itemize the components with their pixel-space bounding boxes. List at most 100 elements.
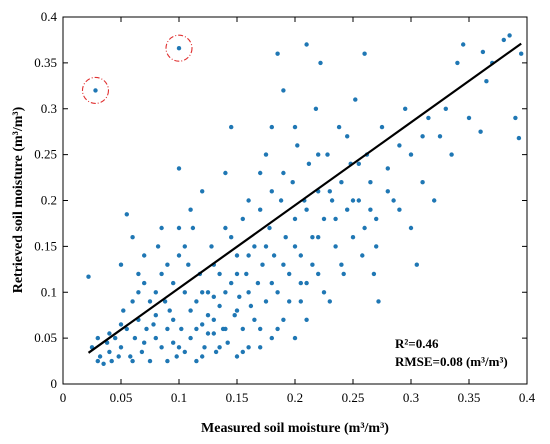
data-point (258, 345, 263, 350)
data-point (362, 51, 367, 56)
data-point (246, 253, 251, 258)
y-tick-label: 0.15 (34, 238, 57, 253)
data-point (229, 280, 234, 286)
data-point (321, 290, 327, 295)
data-point (176, 166, 182, 171)
data-point (449, 152, 454, 157)
data-point (165, 326, 170, 332)
data-point (139, 349, 145, 355)
x-tick-label: 0.15 (226, 390, 249, 405)
data-point (403, 106, 408, 112)
data-point (281, 170, 286, 176)
data-point (246, 198, 251, 203)
outlier-highlight-circle (81, 76, 110, 104)
data-point (200, 290, 205, 295)
data-point (269, 189, 274, 194)
data-point (316, 152, 321, 157)
data-point (478, 129, 483, 134)
fit-line-group (87, 42, 522, 354)
data-points (86, 33, 524, 366)
y-tick-label: 0 (51, 376, 58, 391)
data-point (240, 216, 245, 222)
data-point (124, 326, 129, 332)
data-point (194, 358, 199, 364)
data-point (144, 326, 149, 332)
data-point (443, 106, 448, 112)
y-tick-label: 0.4 (41, 9, 58, 24)
data-point (313, 106, 319, 112)
data-point (128, 354, 133, 359)
data-point (258, 326, 263, 332)
data-point (371, 271, 377, 277)
data-point (159, 225, 164, 231)
data-point (223, 170, 228, 176)
data-point (374, 244, 379, 249)
data-point (341, 271, 346, 277)
data-point (420, 180, 425, 185)
data-point (306, 161, 312, 166)
data-point (258, 207, 263, 212)
data-point (516, 135, 522, 141)
data-point (186, 262, 191, 267)
data-point (339, 180, 344, 185)
data-point (275, 290, 280, 295)
y-tick-label: 0.05 (34, 330, 57, 345)
data-point (151, 322, 156, 327)
data-point (234, 354, 240, 359)
y-axis-label: Retrieved soil moisture (m³/m³) (11, 106, 26, 293)
data-point (109, 358, 114, 364)
data-point (292, 335, 298, 341)
data-point (188, 308, 193, 313)
data-point (205, 331, 211, 336)
data-point (118, 322, 124, 327)
data-point (101, 361, 106, 366)
x-tick-label: 0.4 (519, 390, 536, 405)
data-point (225, 340, 230, 345)
outlier-highlight-circle (165, 34, 193, 62)
data-point (142, 280, 147, 286)
data-point (281, 88, 286, 93)
data-point (329, 198, 335, 203)
data-point (246, 345, 251, 350)
data-point (229, 124, 234, 130)
data-point (182, 349, 187, 355)
data-point (252, 244, 257, 249)
data-point (362, 225, 367, 231)
plot-frame (62, 16, 528, 385)
data-point (153, 290, 158, 295)
data-point (461, 42, 466, 47)
data-point (211, 294, 216, 299)
data-point (339, 262, 344, 267)
data-point (86, 274, 91, 279)
data-point (190, 225, 196, 231)
data-point (223, 225, 228, 231)
y-tick-label: 0.35 (34, 55, 57, 70)
data-point (281, 317, 286, 322)
data-point (232, 313, 237, 318)
data-point (519, 51, 524, 56)
data-point (121, 308, 126, 313)
data-point (182, 290, 187, 295)
data-point (209, 244, 214, 249)
data-point (162, 299, 168, 304)
data-point (211, 317, 216, 322)
data-point (360, 253, 365, 258)
data-point (95, 358, 101, 364)
data-point (107, 331, 112, 336)
data-point (246, 290, 251, 295)
data-point (298, 299, 303, 304)
data-point (385, 189, 390, 194)
data-point (234, 308, 240, 313)
data-point (414, 262, 419, 267)
data-point (278, 198, 284, 203)
data-point (267, 225, 272, 231)
data-point (260, 262, 265, 267)
data-point (292, 244, 298, 249)
x-tick-label: 0.1 (171, 390, 187, 405)
data-point (217, 271, 222, 277)
data-point (350, 235, 356, 240)
data-point (211, 331, 216, 336)
data-point (321, 216, 327, 222)
data-point (501, 37, 506, 43)
data-point (188, 207, 193, 212)
